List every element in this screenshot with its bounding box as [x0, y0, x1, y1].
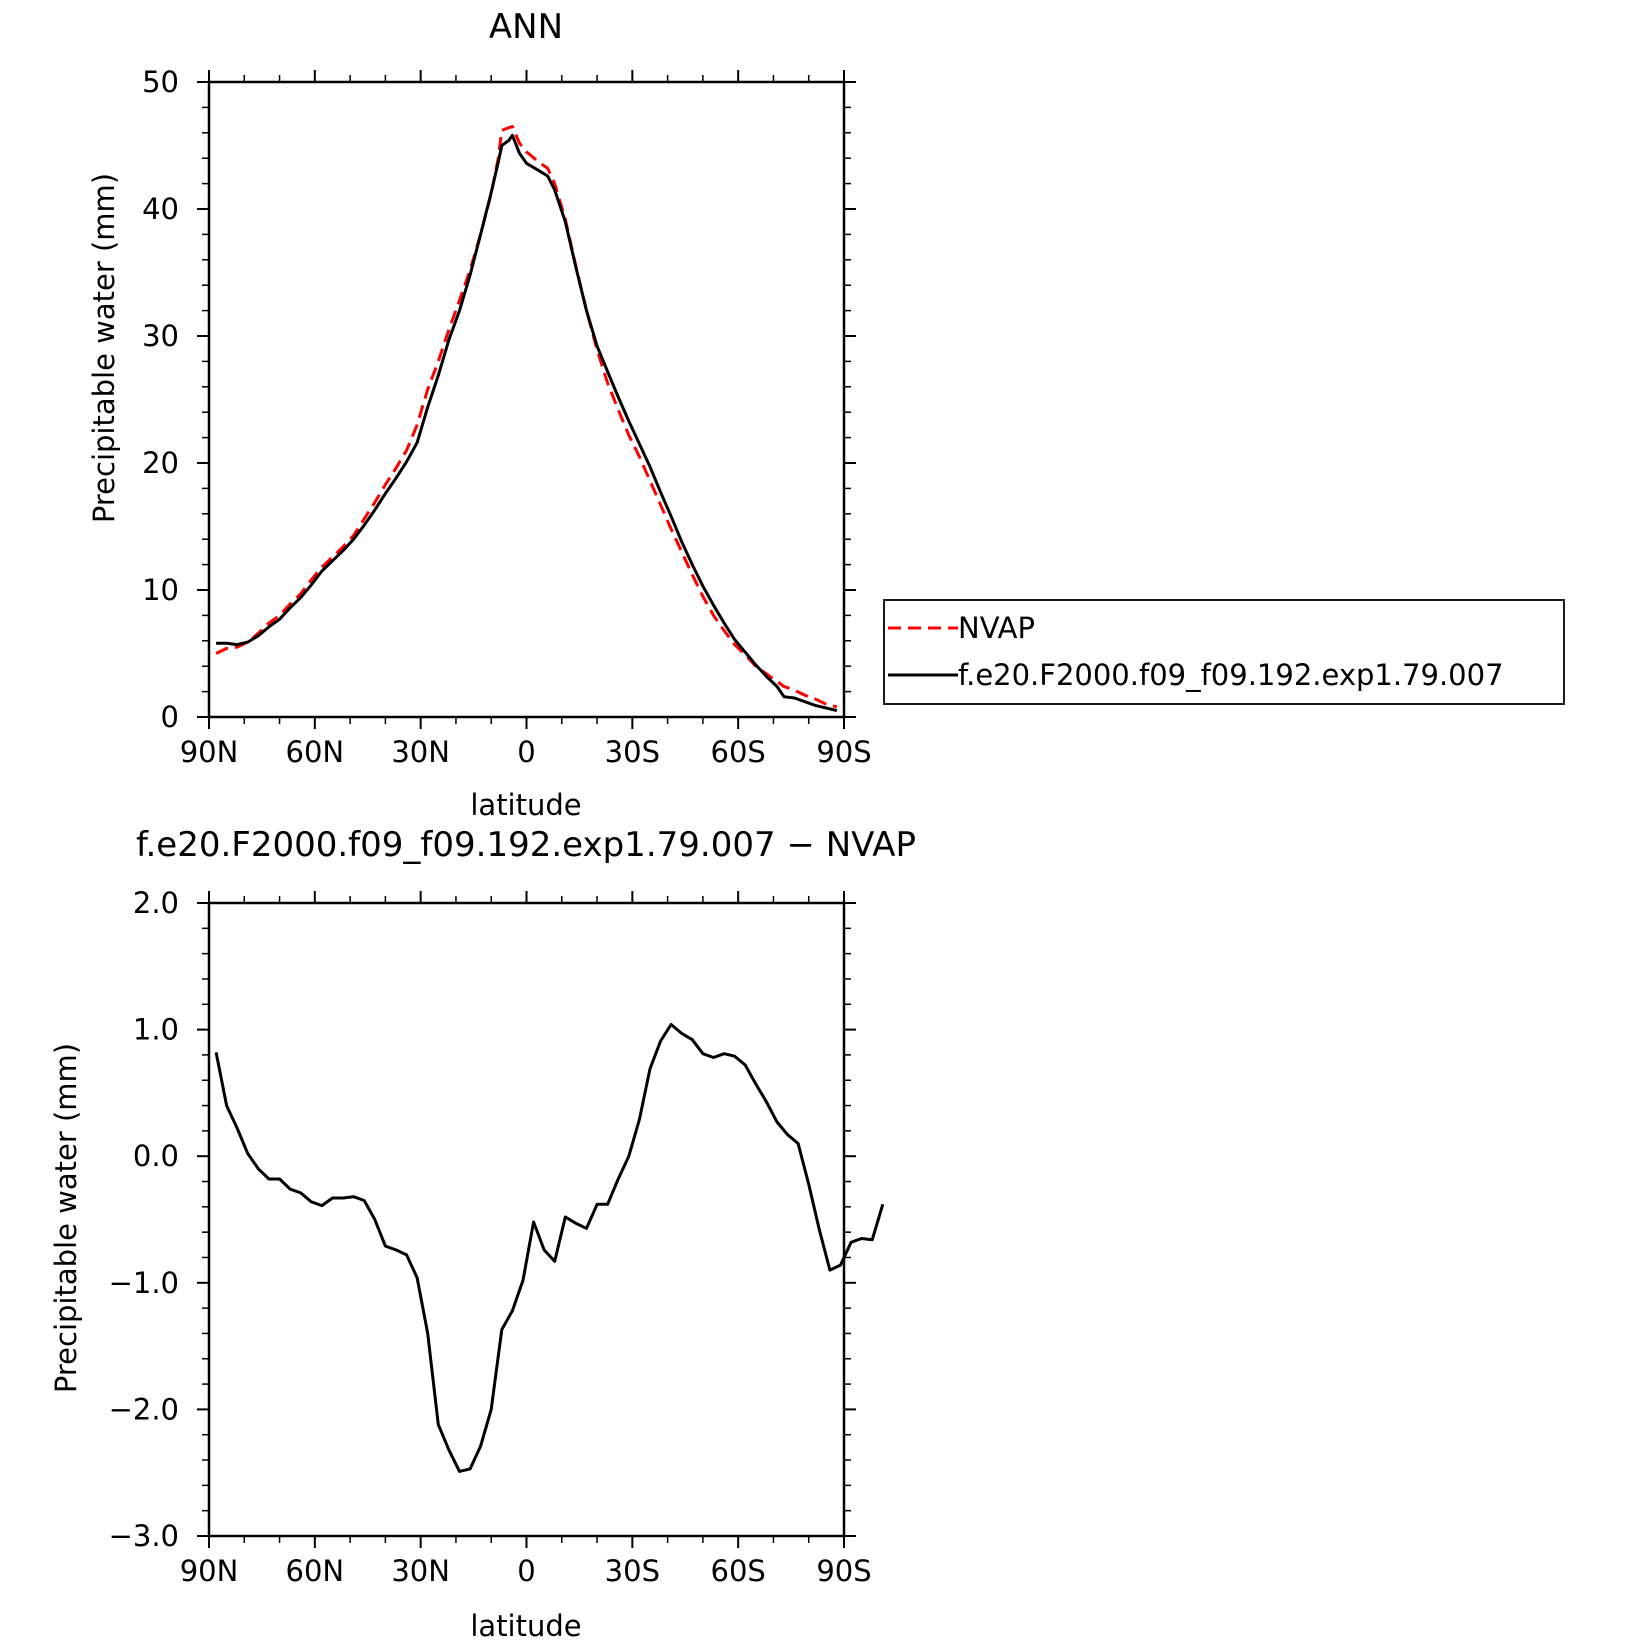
bottom-chart-x-axis-label: latitude: [470, 1609, 581, 1641]
bottom-chart-x-tick-label: 60S: [711, 1554, 766, 1588]
legend-label-nvap: NVAP: [958, 611, 1035, 645]
top-chart-x-tick-label: 90N: [180, 735, 239, 769]
bottom-chart: f.e20.F2000.f09_f09.192.exp1.79.007 − NV…: [49, 825, 916, 1641]
top-chart-x-tick-labels: 90N 60N 30N 0 30S 60S 90S: [180, 735, 872, 769]
bottom-chart-x-tick-label: 30S: [605, 1554, 660, 1588]
bottom-chart-y-tick-label: −1.0: [109, 1266, 179, 1300]
top-chart-x-tick-label: 30S: [605, 735, 660, 769]
top-chart-y-tick-label: 30: [142, 319, 179, 353]
bottom-chart-y-tick-labels: 2.0 1.0 0.0 −1.0 −2.0 −3.0: [109, 886, 179, 1553]
top-chart-x-tick-label: 60S: [711, 735, 766, 769]
legend-entry-model: f.e20.F2000.f09_f09.192.exp1.79.007: [888, 658, 1504, 692]
top-chart-major-ticks: [197, 70, 856, 729]
bottom-chart-y-tick-label: 2.0: [133, 886, 179, 920]
bottom-chart-y-tick-label: −3.0: [109, 1519, 179, 1553]
bottom-chart-y-tick-label: 0.0: [133, 1139, 179, 1173]
top-chart-title: ANN: [489, 7, 563, 47]
top-chart: ANN Precipitable water (mm) latitude 90N…: [87, 7, 872, 822]
bottom-chart-y-tick-label: −2.0: [109, 1392, 179, 1426]
top-chart-y-tick-label: 50: [142, 65, 179, 99]
bottom-chart-series-line-0: [214, 1023, 885, 1473]
bottom-chart-series: [214, 1023, 885, 1473]
top-chart-x-tick-label: 0: [517, 735, 535, 769]
bottom-chart-x-tick-label: 60N: [286, 1554, 345, 1588]
bottom-chart-y-tick-label: 1.0: [133, 1013, 179, 1047]
top-chart-x-tick-label: 90S: [816, 735, 871, 769]
top-chart-series-line-nvap: [215, 124, 838, 709]
bottom-chart-x-tick-label: 90N: [180, 1554, 239, 1588]
top-chart-y-tick-label: 10: [142, 573, 179, 607]
top-chart-y-tick-label: 40: [142, 192, 179, 226]
bottom-chart-x-tick-label: 0: [517, 1554, 535, 1588]
top-chart-series-line-f-e20-f2000-f09-f09-192-exp1-79-007: [216, 133, 838, 713]
legend-box: [883, 599, 1565, 705]
top-chart-y-tick-label: 0: [161, 700, 179, 734]
bottom-chart-major-ticks: [197, 891, 856, 1548]
top-chart-series: [215, 124, 838, 713]
top-chart-y-axis-label: Precipitable water (mm): [87, 173, 121, 523]
top-chart-plot-frame: [207, 80, 846, 719]
bottom-chart-plot-frame: [207, 901, 846, 1538]
top-chart-x-tick-label: 30N: [391, 735, 450, 769]
legend-entry-nvap: NVAP: [888, 611, 1035, 645]
bottom-chart-x-tick-label: 90S: [816, 1554, 871, 1588]
bottom-chart-title: f.e20.F2000.f09_f09.192.exp1.79.007 − NV…: [136, 825, 916, 865]
top-chart-y-tick-label: 20: [142, 446, 179, 480]
legend: NVAP f.e20.F2000.f09_f09.192.exp1.79.007: [883, 599, 1565, 705]
top-chart-x-tick-label: 60N: [286, 735, 345, 769]
bottom-chart-x-tick-label: 30N: [391, 1554, 450, 1588]
legend-label-model: f.e20.F2000.f09_f09.192.exp1.79.007: [958, 658, 1504, 692]
top-chart-y-tick-labels: 0 10 20 30 40 50: [142, 65, 179, 734]
bottom-chart-y-axis-label: Precipitable water (mm): [49, 1043, 83, 1393]
bottom-chart-x-tick-labels: 90N 60N 30N 0 30S 60S 90S: [180, 1554, 872, 1588]
top-chart-x-axis-label: latitude: [470, 788, 581, 822]
